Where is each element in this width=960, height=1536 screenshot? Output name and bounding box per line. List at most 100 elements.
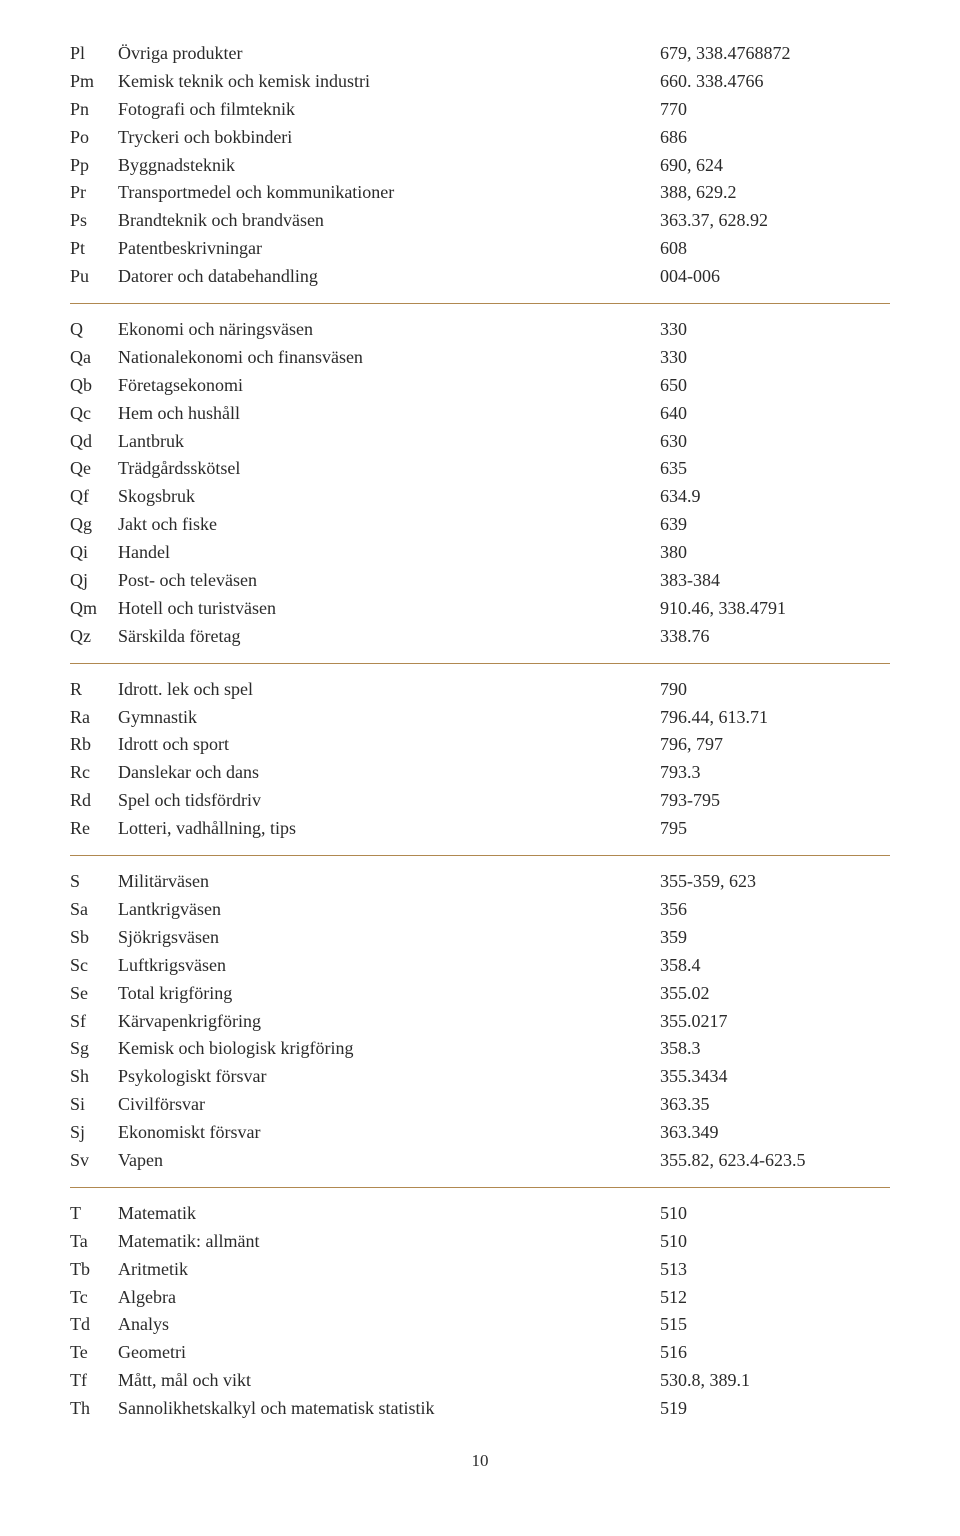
class-value: 635 <box>660 455 890 483</box>
class-code: Po <box>70 124 118 152</box>
class-code: R <box>70 676 118 704</box>
class-code: Ta <box>70 1228 118 1256</box>
class-label: Hem och hushåll <box>118 400 660 428</box>
class-value: 512 <box>660 1284 890 1312</box>
table-row: SgKemisk och biologisk krigföring358.3 <box>70 1035 890 1063</box>
class-code: Rc <box>70 759 118 787</box>
table-row: QgJakt och fiske639 <box>70 511 890 539</box>
class-label: Idrott. lek och spel <box>118 676 660 704</box>
class-value: 770 <box>660 96 890 124</box>
table-row: TbAritmetik513 <box>70 1256 890 1284</box>
class-label: Total krigföring <box>118 980 660 1008</box>
table-row: TcAlgebra512 <box>70 1284 890 1312</box>
class-code: Qm <box>70 595 118 623</box>
class-value: 513 <box>660 1256 890 1284</box>
class-label: Danslekar och dans <box>118 759 660 787</box>
class-label: Post- och televäsen <box>118 567 660 595</box>
class-label: Företagsekonomi <box>118 372 660 400</box>
table-row: QjPost- och televäsen383-384 <box>70 567 890 595</box>
class-code: Sa <box>70 896 118 924</box>
class-code: Qz <box>70 623 118 651</box>
class-value: 359 <box>660 924 890 952</box>
class-code: Sf <box>70 1008 118 1036</box>
class-value: 388, 629.2 <box>660 179 890 207</box>
class-value: 650 <box>660 372 890 400</box>
class-value: 363.37, 628.92 <box>660 207 890 235</box>
class-label: Byggnadsteknik <box>118 152 660 180</box>
class-value: 330 <box>660 316 890 344</box>
class-value: 630 <box>660 428 890 456</box>
table-row: TdAnalys515 <box>70 1311 890 1339</box>
class-value: 383-384 <box>660 567 890 595</box>
table-row: SiCivilförsvar363.35 <box>70 1091 890 1119</box>
class-code: Sg <box>70 1035 118 1063</box>
class-value: 380 <box>660 539 890 567</box>
class-label: Geometri <box>118 1339 660 1367</box>
table-row: PrTransportmedel och kommunikationer388,… <box>70 179 890 207</box>
class-label: Lantkrigväsen <box>118 896 660 924</box>
class-code: Qi <box>70 539 118 567</box>
class-label: Ekonomi och näringsväsen <box>118 316 660 344</box>
table-row: SeTotal krigföring355.02 <box>70 980 890 1008</box>
class-value: 510 <box>660 1200 890 1228</box>
class-label: Transportmedel och kommunikationer <box>118 179 660 207</box>
class-label: Aritmetik <box>118 1256 660 1284</box>
class-value: 515 <box>660 1311 890 1339</box>
class-code: T <box>70 1200 118 1228</box>
class-code: Pu <box>70 263 118 291</box>
class-label: Kärvapenkrigföring <box>118 1008 660 1036</box>
class-value: 660. 338.4766 <box>660 68 890 96</box>
class-value: 355-359, 623 <box>660 868 890 896</box>
class-label: Luftkrigsväsen <box>118 952 660 980</box>
class-label: Kemisk och biologisk krigföring <box>118 1035 660 1063</box>
class-value: 793-795 <box>660 787 890 815</box>
class-value: 338.76 <box>660 623 890 651</box>
class-code: Qj <box>70 567 118 595</box>
table-row: PuDatorer och databehandling004-006 <box>70 263 890 291</box>
class-label: Analys <box>118 1311 660 1339</box>
class-value: 795 <box>660 815 890 843</box>
class-code: Qe <box>70 455 118 483</box>
class-code: Td <box>70 1311 118 1339</box>
class-label: Sjökrigsväsen <box>118 924 660 952</box>
section: QEkonomi och näringsväsen330QaNationalek… <box>70 316 890 651</box>
section: SMilitärväsen355-359, 623SaLantkrigväsen… <box>70 868 890 1175</box>
table-row: SaLantkrigväsen356 <box>70 896 890 924</box>
class-label: Lantbruk <box>118 428 660 456</box>
class-code: Sb <box>70 924 118 952</box>
class-value: 679, 338.4768872 <box>660 40 890 68</box>
class-value: 530.8, 389.1 <box>660 1367 890 1395</box>
table-row: QdLantbruk630 <box>70 428 890 456</box>
class-value: 355.3434 <box>660 1063 890 1091</box>
class-label: Gymnastik <box>118 704 660 732</box>
class-value: 690, 624 <box>660 152 890 180</box>
table-row: TaMatematik: allmänt510 <box>70 1228 890 1256</box>
class-value: 510 <box>660 1228 890 1256</box>
class-code: S <box>70 868 118 896</box>
table-row: TfMått, mål och vikt530.8, 389.1 <box>70 1367 890 1395</box>
class-code: Pl <box>70 40 118 68</box>
class-code: Pn <box>70 96 118 124</box>
class-value: 355.02 <box>660 980 890 1008</box>
class-value: 516 <box>660 1339 890 1367</box>
class-label: Datorer och databehandling <box>118 263 660 291</box>
class-code: Qg <box>70 511 118 539</box>
class-code: Rb <box>70 731 118 759</box>
class-code: Rd <box>70 787 118 815</box>
class-label: Fotografi och filmteknik <box>118 96 660 124</box>
table-row: SfKärvapenkrigföring355.0217 <box>70 1008 890 1036</box>
class-label: Särskilda företag <box>118 623 660 651</box>
class-value: 639 <box>660 511 890 539</box>
table-row: ReLotteri, vadhållning, tips795 <box>70 815 890 843</box>
class-code: Ra <box>70 704 118 732</box>
class-code: Sh <box>70 1063 118 1091</box>
class-label: Mått, mål och vikt <box>118 1367 660 1395</box>
class-value: 356 <box>660 896 890 924</box>
class-code: Qa <box>70 344 118 372</box>
section: PlÖvriga produkter679, 338.4768872PmKemi… <box>70 40 890 291</box>
class-label: Nationalekonomi och finansväsen <box>118 344 660 372</box>
class-code: Se <box>70 980 118 1008</box>
class-label: Vapen <box>118 1147 660 1175</box>
class-label: Jakt och fiske <box>118 511 660 539</box>
class-code: Re <box>70 815 118 843</box>
